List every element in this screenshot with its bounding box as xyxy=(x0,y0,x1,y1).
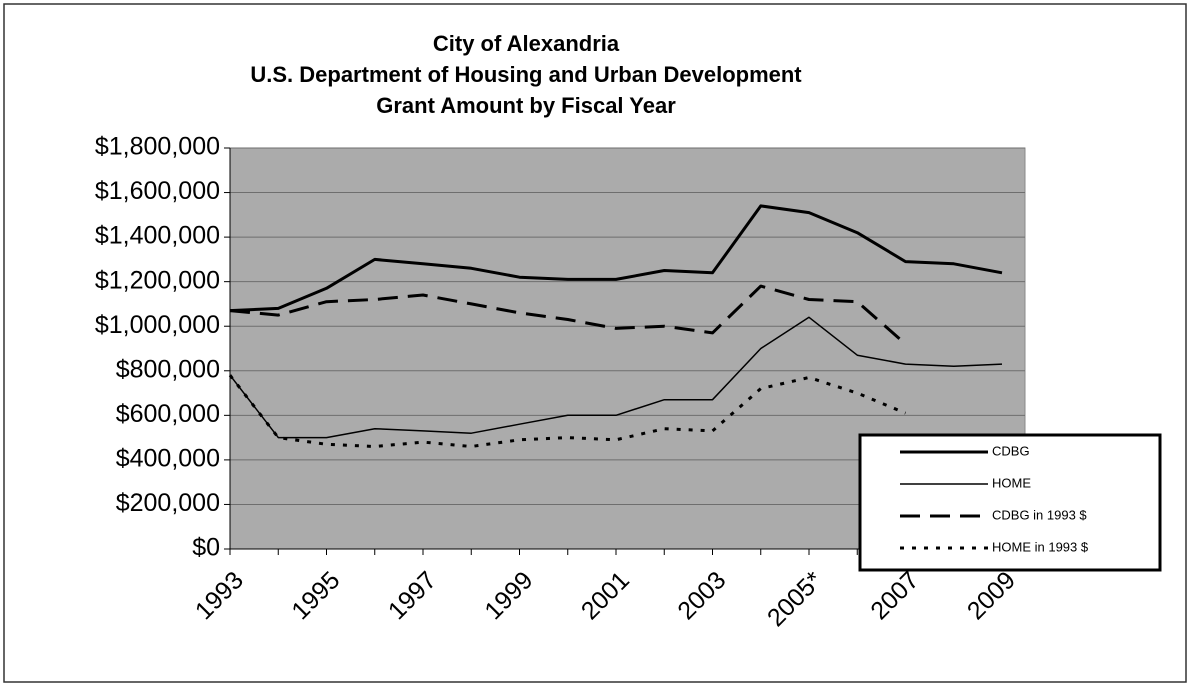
legend-label: HOME xyxy=(992,475,1031,490)
y-tick-label: $200,000 xyxy=(116,489,220,517)
series-line xyxy=(229,284,907,346)
series-line xyxy=(229,204,1003,313)
legend-label: HOME in 1993 $ xyxy=(992,539,1089,554)
y-tick-label: $1,400,000 xyxy=(95,222,220,250)
y-tick-label: $600,000 xyxy=(116,400,220,428)
legend xyxy=(858,433,1162,572)
y-tick-label: $0 xyxy=(192,534,220,562)
y-tick-label: $400,000 xyxy=(116,444,220,472)
y-tick-label: $1,200,000 xyxy=(95,266,220,294)
legend-label: CDBG in 1993 $ xyxy=(992,507,1087,522)
y-tick-label: $1,800,000 xyxy=(95,133,220,161)
chart-title: U.S. Department of Housing and Urban Dev… xyxy=(250,62,802,87)
series-line xyxy=(229,316,1003,439)
y-tick-label: $800,000 xyxy=(116,355,220,383)
series-line xyxy=(228,374,907,448)
y-tick-label: $1,000,000 xyxy=(95,311,220,339)
legend-label: CDBG xyxy=(992,443,1030,458)
chart-title: Grant Amount by Fiscal Year xyxy=(376,93,676,118)
y-tick-label: $1,600,000 xyxy=(95,177,220,205)
chart-title: City of Alexandria xyxy=(433,31,620,56)
